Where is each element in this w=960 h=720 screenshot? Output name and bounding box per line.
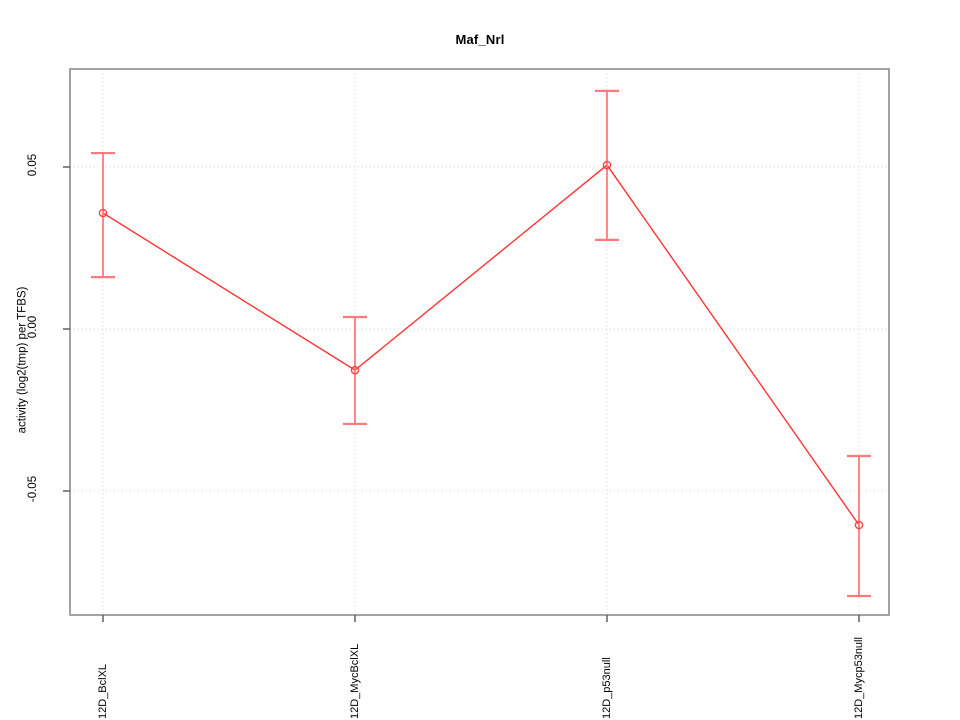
x-tick-label-1: 12D_MycBclXL	[349, 644, 365, 719]
x-tick-label-0: 12D_BclXL	[97, 664, 113, 719]
plot-frame	[69, 68, 890, 616]
x-tick-label-3: 12D_Mycp53null	[853, 637, 869, 719]
data-point-marker-1	[350, 365, 360, 375]
x-tick-label-2: 12D_p53null	[601, 657, 617, 719]
x-tick-label-text-1: 12D_MycBclXL	[349, 643, 361, 719]
x-tick-label-text-2: 12D_p53null	[601, 657, 613, 719]
y-tick-label-0: 0.05	[9, 154, 57, 176]
data-point-marker-3	[854, 520, 864, 530]
data-point-marker-2	[602, 160, 612, 170]
y-tick-label-2: -0.05	[9, 476, 57, 502]
y-tick-label-text-2: -0.05	[27, 475, 39, 503]
axis-ticks	[63, 166, 860, 622]
grid-lines	[70, 69, 889, 615]
error-bars	[91, 89, 871, 598]
x-tick-label-text-3: 12D_Mycp53null	[853, 637, 865, 719]
chart-title: Maf_Nrl	[455, 32, 505, 47]
series-line	[102, 164, 860, 526]
data-point-marker-0	[98, 208, 108, 218]
y-tick-label-text-1: 0.00	[26, 315, 39, 339]
data-point-markers	[98, 160, 864, 530]
series-polyline	[102, 164, 860, 526]
x-tick-label-text-0: 12D_BclXL	[97, 663, 109, 719]
y-tick-label-text-0: 0.05	[26, 153, 39, 177]
frame-rect	[69, 68, 890, 616]
y-tick-label-1: 0.00	[9, 316, 57, 338]
